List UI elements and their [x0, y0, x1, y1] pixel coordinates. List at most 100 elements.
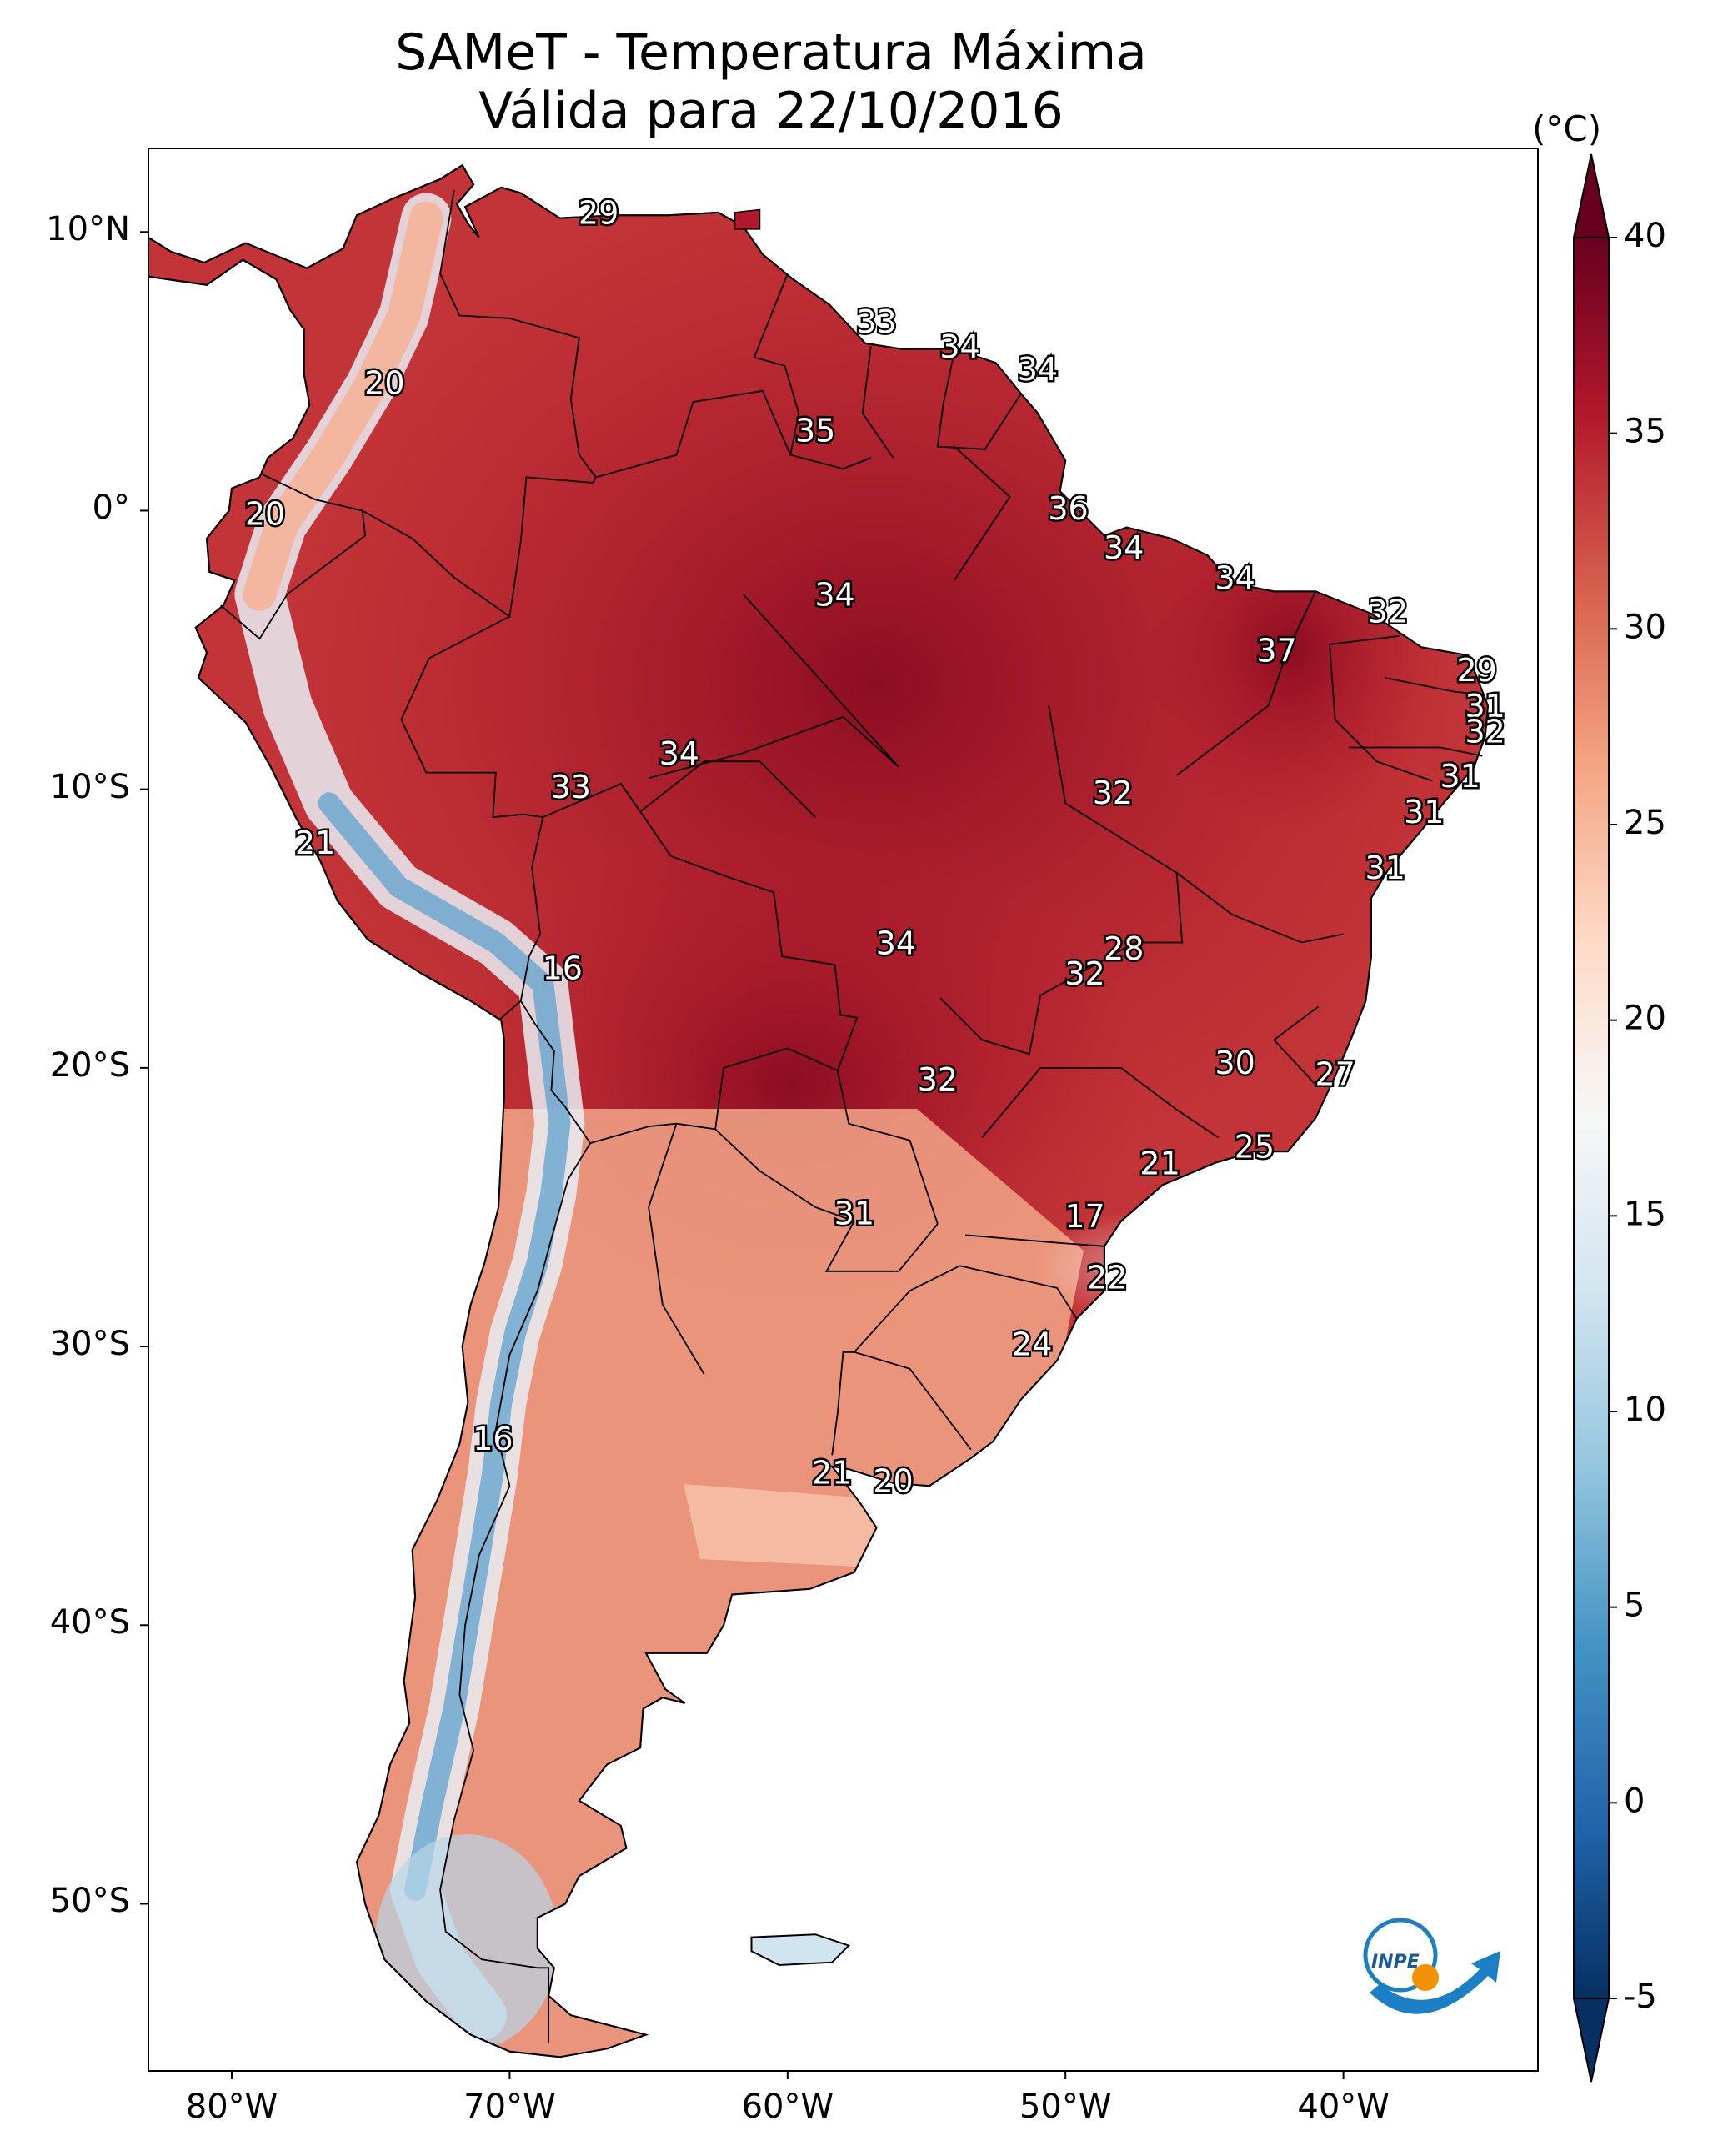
station-value-label: 20 — [364, 365, 404, 402]
colorbar-tick-label: 25 — [1624, 804, 1666, 842]
logo-swoosh-icon — [1370, 1951, 1500, 2014]
station-value-label: 24 — [1012, 1326, 1052, 1363]
lon-tick-label: 80°W — [185, 2088, 278, 2126]
lon-tick-label: 40°W — [1297, 2088, 1390, 2126]
station-value-label: 28 — [1104, 930, 1144, 967]
border-line — [648, 1123, 705, 1375]
border-line — [220, 474, 367, 640]
border-line — [954, 445, 1011, 581]
colorbar-tick-label: 40 — [1624, 217, 1666, 255]
border-line — [1329, 635, 1433, 782]
station-value-label: 37 — [1256, 632, 1296, 669]
border-line — [981, 1067, 1220, 1139]
lat-tick-label: 0° — [92, 489, 130, 528]
lat-tick-label: 40°S — [49, 1603, 130, 1642]
station-value-label: 27 — [1315, 1055, 1355, 1092]
station-value-label: 31 — [834, 1195, 874, 1231]
border-line — [965, 1234, 1104, 1247]
lon-tick-label: 50°W — [1019, 2088, 1112, 2126]
axis-ticks — [140, 231, 1345, 2079]
andes-north-mild — [243, 201, 443, 611]
colorbar-ticks: 40 35 30 25 20 15 10 5 0 -5 — [1609, 217, 1666, 2016]
lat-tick-label: 30°S — [49, 1325, 130, 1364]
colorbar-tick-label: 35 — [1624, 413, 1666, 451]
border-line — [939, 705, 1184, 1055]
border-line — [831, 1351, 972, 1456]
station-value-label: 20 — [245, 496, 285, 533]
station-value-label: 32 — [1093, 775, 1133, 811]
chart-subtitle: Válida para 22/10/2016 — [478, 82, 1064, 140]
border-line — [1385, 677, 1483, 695]
station-value-label: 36 — [1048, 490, 1088, 527]
station-value-label: 29 — [1456, 652, 1496, 689]
station-value-label: 32 — [1465, 713, 1505, 750]
colorbar-tick-label: 10 — [1624, 1391, 1666, 1429]
station-value-label: 22 — [1087, 1259, 1127, 1296]
border-line — [714, 1128, 939, 1272]
border-line — [854, 1265, 960, 1353]
colorbar-tick-label: 0 — [1624, 1782, 1645, 1820]
station-value-label: 33 — [551, 769, 591, 805]
logo-ring — [1363, 1918, 1438, 1993]
logo-text: INPE — [1371, 1952, 1420, 1973]
border-line — [1176, 872, 1344, 944]
falkland-islands — [750, 1933, 851, 1967]
border-line — [400, 615, 544, 1021]
trinidad-island — [734, 208, 761, 230]
colorbar-extend-top — [1572, 153, 1610, 238]
colorbar: 40 35 30 25 20 15 10 5 0 -5 — [1572, 153, 1666, 2083]
station-value-label: 31 — [1365, 850, 1405, 886]
colorbar-tick-label: -5 — [1624, 1978, 1657, 2016]
station-value-label: 34 — [939, 328, 979, 365]
colorbar-tick-label: 30 — [1624, 608, 1666, 646]
station-value-label: 34 — [1018, 351, 1058, 388]
station-value-label: 32 — [918, 1061, 958, 1098]
station-value-labels: 2920203334343536343434323729313231313134… — [243, 193, 1507, 1502]
lat-tick-label: 20°S — [49, 1045, 130, 1085]
station-value-label: 34 — [659, 735, 699, 772]
colorbar-extend-bottom — [1572, 1998, 1610, 2083]
inpe-logo: INPE — [1363, 1918, 1500, 2014]
station-value-label: 29 — [579, 195, 619, 232]
station-value-label: 32 — [1064, 955, 1104, 992]
map-area: 2920203334343536343434323729313231313134… — [148, 163, 1507, 2058]
station-value-label: 34 — [1215, 560, 1255, 597]
pampas-mild-zone — [684, 1484, 900, 1567]
station-value-label: 16 — [473, 1421, 513, 1457]
station-value-label: 16 — [543, 950, 583, 986]
border-line — [959, 1265, 1078, 1320]
border-line — [936, 351, 1022, 450]
station-value-label: 30 — [1215, 1045, 1255, 1081]
station-value-label: 31 — [1465, 688, 1505, 725]
lon-tick-label: 60°W — [741, 2088, 834, 2126]
border-line — [543, 782, 939, 1225]
border-line — [439, 1000, 592, 2043]
colorbar-body — [1573, 237, 1610, 1999]
lat-tick-label: 50°S — [49, 1882, 130, 1921]
station-value-label: 34 — [1104, 529, 1144, 566]
colorbar-tick-label: 20 — [1624, 1000, 1666, 1038]
station-value-label: 25 — [1235, 1128, 1275, 1165]
border-line — [439, 189, 597, 478]
station-value-label: 17 — [1064, 1198, 1104, 1235]
station-value-label: 32 — [1368, 594, 1408, 630]
colorbar-tick-label: 15 — [1624, 1195, 1666, 1233]
station-value-label: 31 — [1440, 758, 1480, 795]
colorbar-tick-label: 5 — [1624, 1587, 1645, 1625]
map-frame — [148, 148, 1539, 2072]
station-value-label: 21 — [1139, 1145, 1180, 1181]
country-borders — [220, 189, 1483, 2043]
border-line — [639, 760, 816, 818]
border-line — [1176, 591, 1317, 776]
station-value-label: 21 — [812, 1454, 852, 1491]
islands — [734, 208, 851, 1967]
border-line — [1272, 1005, 1320, 1086]
border-line — [861, 346, 894, 459]
station-value-label: 31 — [1404, 794, 1444, 830]
border-line — [753, 273, 872, 470]
station-value-label: 34 — [876, 925, 916, 961]
lat-tick-label: 10°N — [46, 210, 130, 249]
coastline — [148, 163, 1490, 2058]
station-value-label: 35 — [795, 412, 835, 449]
